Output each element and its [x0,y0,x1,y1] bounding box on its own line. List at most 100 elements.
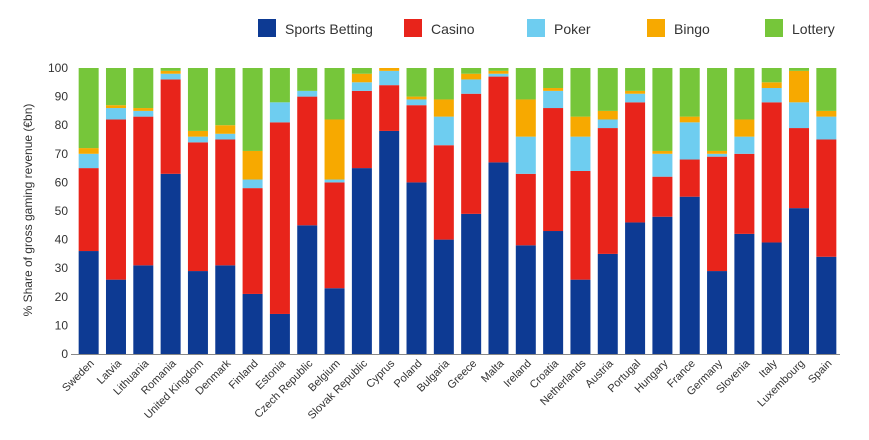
y-tick-label: 10 [55,318,69,332]
bar-segment [488,162,509,354]
bar-segment [570,170,591,280]
bar-segment [707,156,728,272]
bar-segment [543,90,564,109]
bar-segment [351,82,372,91]
bar-segment [78,68,99,149]
bar-segment [707,271,728,354]
y-tick-label: 60 [55,175,69,189]
bar-segment [488,70,509,74]
bar-segment [789,128,810,209]
y-axis: 0 10 20 30 40 50 60 70 80 90 100 [48,61,68,361]
bar-segment [734,233,755,354]
y-tick-label: 0 [61,347,68,361]
bar-segment [133,110,154,117]
legend-label: Poker [554,21,591,37]
bar-segment [133,265,154,354]
x-tick-label: Spain [806,358,834,386]
legend-swatch [258,19,276,37]
bar-segment [461,73,482,80]
bar-segment [515,99,536,137]
bar-segment [543,68,564,89]
y-tick-label: 30 [55,261,69,275]
bar-segment [789,70,810,103]
bar-segment [816,110,837,117]
bar-segment [461,93,482,214]
legend-label: Sports Betting [285,21,373,37]
bar-segment [625,68,646,91]
bar-segment [679,196,700,354]
bar-segment [351,73,372,83]
bar-segment [406,96,427,100]
bar-segment [297,225,318,354]
bar-segment [734,136,755,154]
bar-segment [597,128,618,254]
bar-segment [215,133,236,140]
bar-segment [187,136,208,143]
bar-segment [543,231,564,354]
bar-segment [78,168,99,252]
bar-segment [652,216,673,354]
bar-segment [351,68,372,74]
bar-segment [105,105,126,109]
bar-segment [707,68,728,151]
x-tick-label: Italy [757,357,780,380]
bar-segment [652,176,673,217]
bar-segment [105,279,126,354]
bar-segment [324,288,345,354]
bar-segment [406,182,427,354]
bar-segment [789,208,810,354]
bar-segment [734,68,755,120]
bar-segment [625,90,646,94]
bar-segment [242,293,263,354]
bar-segment [297,96,318,226]
bar-segment [351,168,372,354]
bar-segment [78,148,99,154]
bar-segment [242,188,263,294]
bar-segment [679,159,700,197]
bar-segment [570,68,591,117]
bar-segment [269,313,290,354]
bar-segment [242,150,263,180]
bar-segment [324,179,345,183]
bar-segment [515,68,536,100]
bar-segment [133,68,154,109]
bar-segment [324,182,345,289]
bar-segment [761,88,782,103]
x-tick-label: Greece [445,358,479,392]
legend-label: Bingo [674,21,710,37]
bar-segment [570,279,591,354]
bar-segment [433,116,454,146]
legend-swatch [647,19,665,37]
bar-segment [269,102,290,123]
bar-segment [187,142,208,272]
bar-segment [269,122,290,314]
bar-segment [406,105,427,183]
bar-segment [297,68,318,91]
bar-segment [351,90,372,169]
bar-segment [433,145,454,240]
bar-segment [816,256,837,354]
bar-segment [133,116,154,266]
bar-segment [652,150,673,154]
bar-segment [789,102,810,129]
bar-segment [461,213,482,354]
bar-segment [215,265,236,354]
bar-segment [78,153,99,169]
bar-segment [324,119,345,180]
bar-segment [133,108,154,111]
bar-segment [597,110,618,120]
bar-segment [379,68,400,71]
bar-segment [433,68,454,100]
x-tick-label: Sweden [60,358,97,395]
bar-segment [597,119,618,129]
bar-segment [160,70,181,74]
bar-segment [488,76,509,163]
bar-segment [570,116,591,137]
bar-segment [433,99,454,117]
bar-segment [406,99,427,106]
bar-segment [78,251,99,354]
legend: Sports Betting Casino Poker Bingo Lottery [258,19,835,37]
bar-segment [515,245,536,354]
bar-segment [160,73,181,80]
bar-segment [816,116,837,140]
